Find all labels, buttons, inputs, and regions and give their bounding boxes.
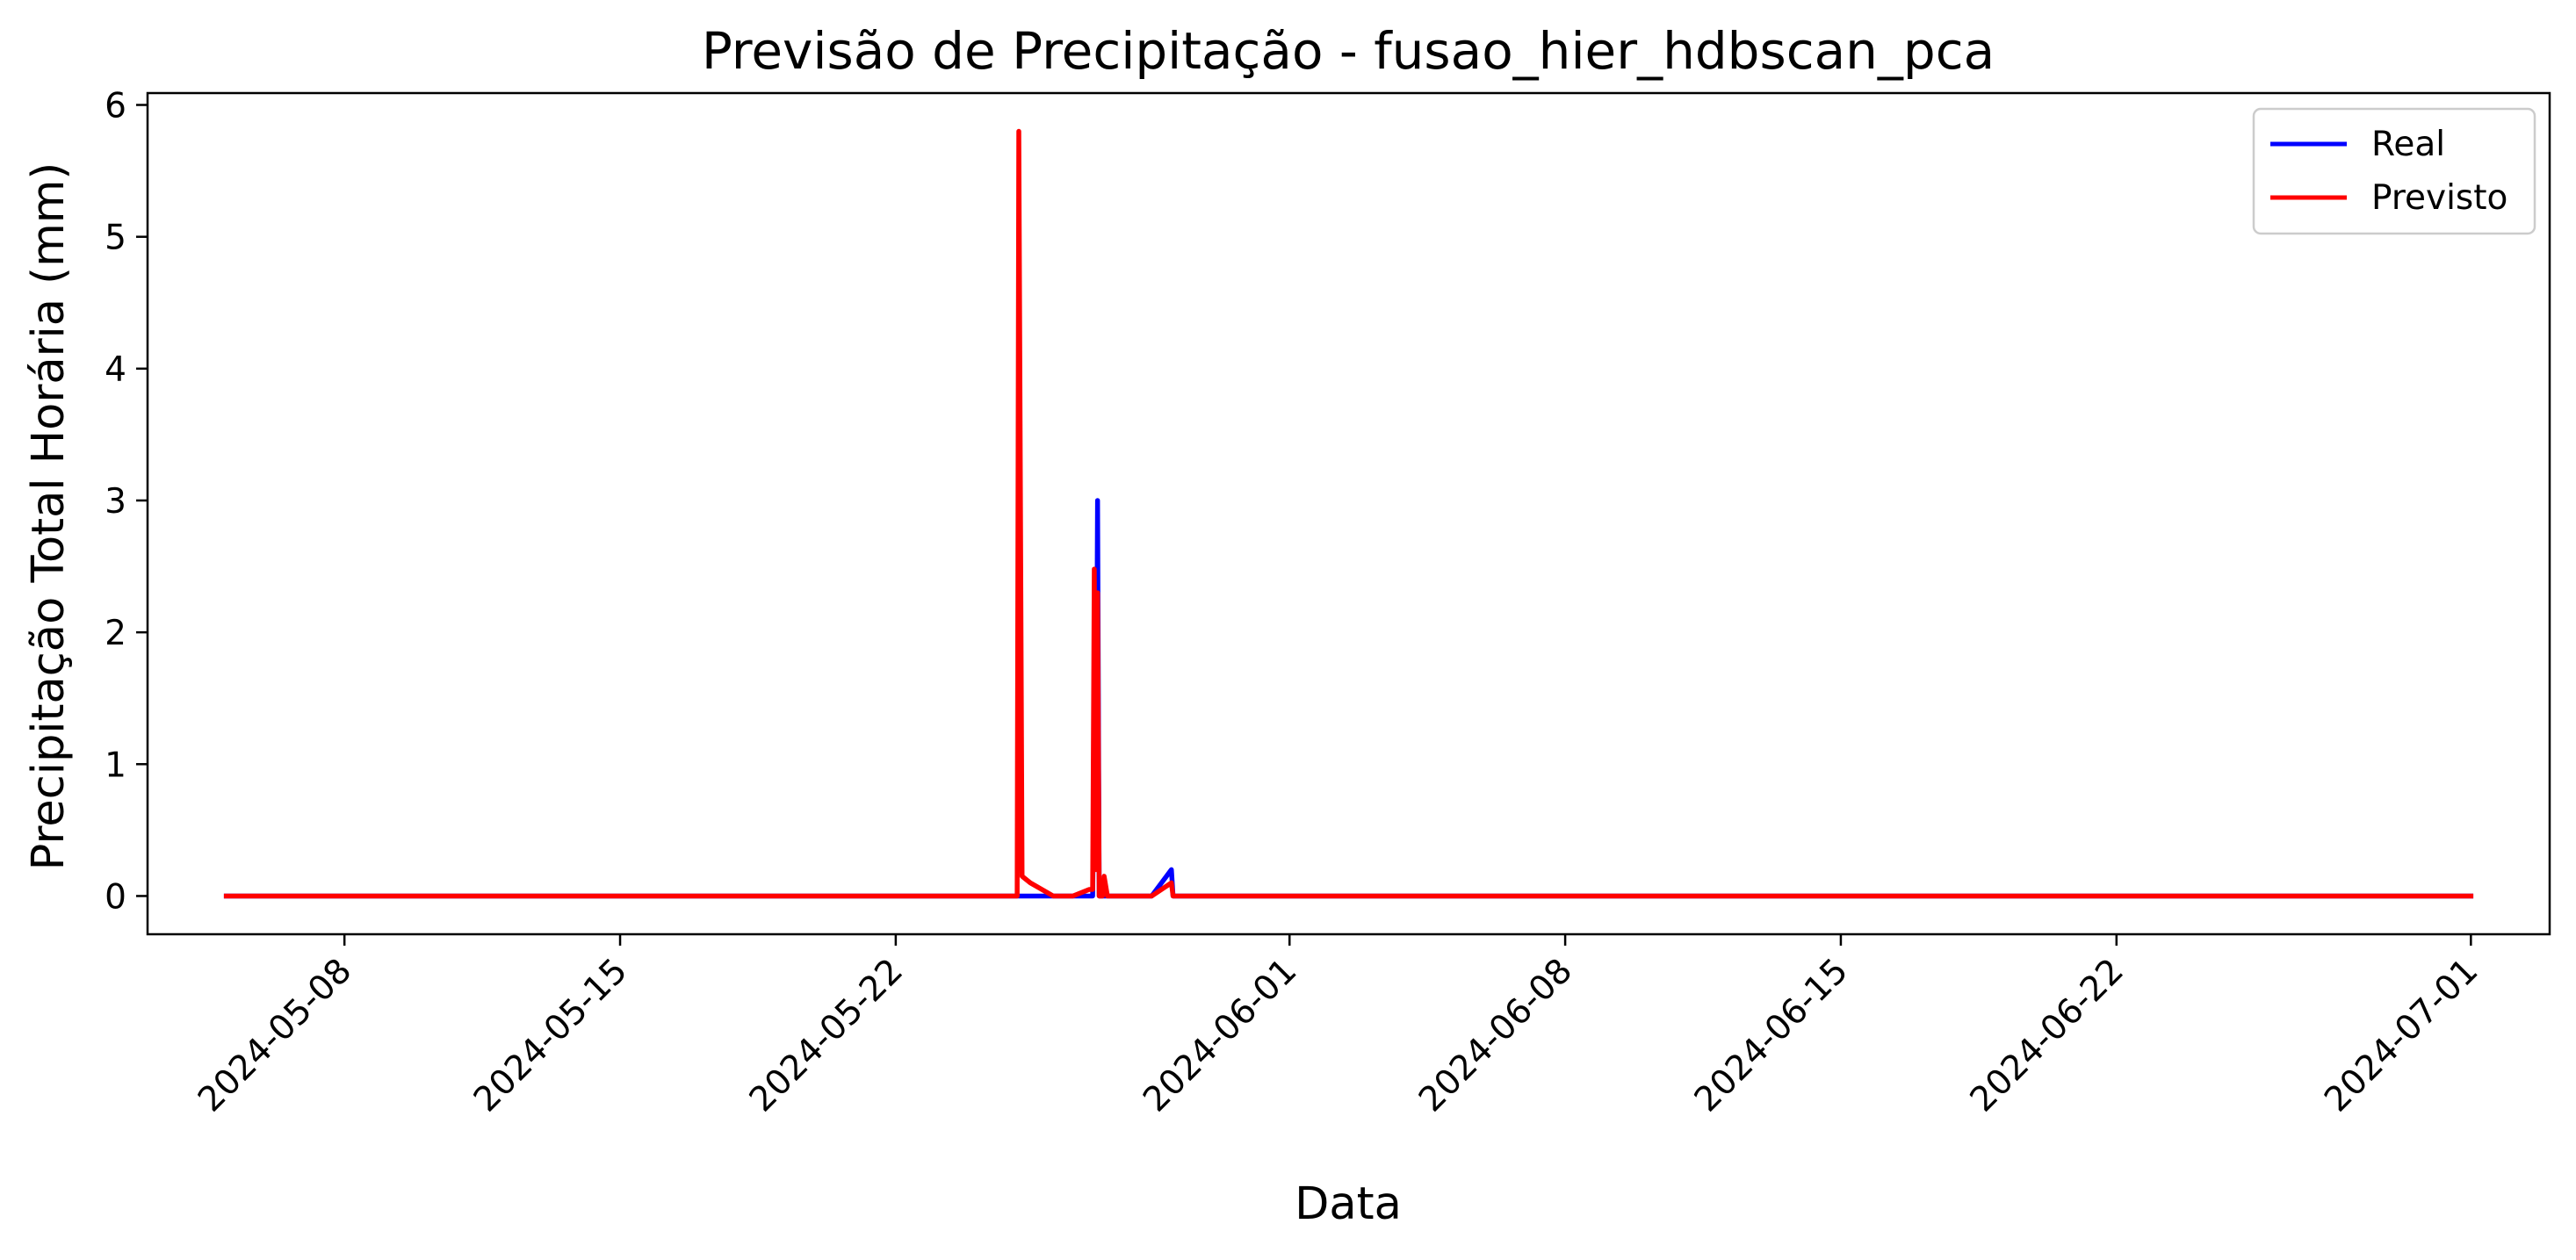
legend: Real Previsto: [2252, 107, 2536, 235]
y-tick-label: 5: [105, 219, 126, 258]
y-tick-label: 4: [105, 350, 126, 390]
y-axis-label: Precipitação Total Horária (mm): [23, 162, 75, 871]
y-tick-label: 2: [105, 614, 126, 653]
series-line-previsto: [223, 128, 2474, 899]
legend-label-real: Real: [2371, 125, 2445, 164]
y-axis-ticks: 0 1 2 3 4 5 6: [105, 87, 148, 917]
y-tick-label: 3: [105, 482, 126, 522]
legend-label-previsto: Previsto: [2371, 178, 2507, 218]
x-axis-label: Data: [1295, 1178, 1402, 1230]
y-tick-label: 6: [105, 87, 126, 126]
series-layer: [223, 128, 2474, 899]
y-tick-label: 1: [105, 745, 126, 785]
y-tick-label: 0: [105, 877, 126, 917]
legend-box: [2252, 107, 2536, 235]
chart-title: Previsão de Precipitação - fusao_hier_hd…: [702, 21, 1995, 81]
plot-frame: [146, 91, 2551, 936]
